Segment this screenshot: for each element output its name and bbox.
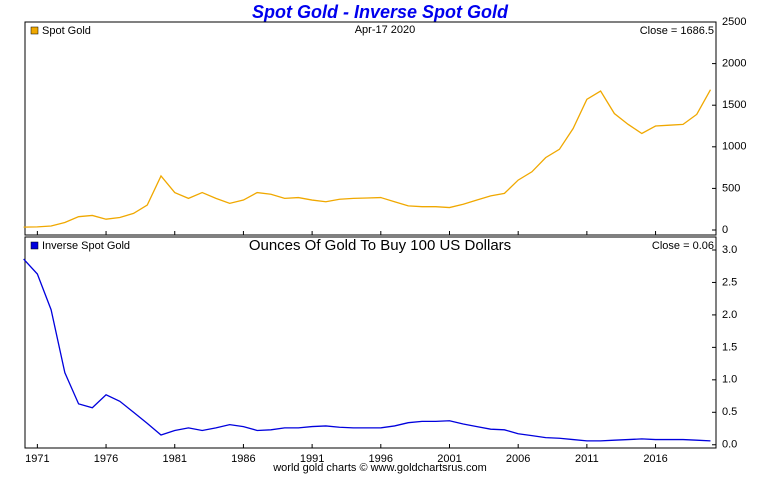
x-tick-label: 1986 xyxy=(231,453,255,465)
legend-swatch xyxy=(30,241,39,250)
series-line xyxy=(23,89,712,228)
legend-label: Spot Gold xyxy=(42,25,91,37)
y-tick-label: 2500 xyxy=(722,16,746,28)
x-tick-label: 2006 xyxy=(506,453,530,465)
x-tick-label: 1976 xyxy=(94,453,118,465)
close-label: Close = 1686.5 xyxy=(640,25,714,37)
x-tick-label: 2016 xyxy=(643,453,667,465)
y-tick-label: 2.5 xyxy=(722,276,737,288)
legend-label: Inverse Spot Gold xyxy=(42,240,130,252)
x-tick-label: 1996 xyxy=(369,453,393,465)
y-tick-label: 500 xyxy=(722,182,740,194)
series-line xyxy=(23,258,711,442)
x-tick-label: 1991 xyxy=(300,453,324,465)
x-tick-label: 1971 xyxy=(25,453,49,465)
legend-swatch xyxy=(30,26,39,35)
y-tick-label: 2.0 xyxy=(722,309,737,321)
y-tick-label: 1500 xyxy=(722,99,746,111)
plot-frame xyxy=(24,21,717,236)
y-tick-label: 0.0 xyxy=(722,439,737,451)
close-label: Close = 0.06 xyxy=(652,240,714,252)
x-tick-label: 2011 xyxy=(575,453,599,465)
y-tick-label: 1.0 xyxy=(722,374,737,386)
y-tick-label: 0.5 xyxy=(722,406,737,418)
footer: world gold charts © www.goldchartsrus.co… xyxy=(272,462,487,474)
y-tick-label: 2000 xyxy=(722,58,746,70)
plot-frame xyxy=(24,236,717,449)
y-tick-label: 1.5 xyxy=(722,341,737,353)
y-tick-label: 3.0 xyxy=(722,244,737,256)
chart-title: Spot Gold - Inverse Spot Gold xyxy=(252,2,509,22)
x-tick-label: 1981 xyxy=(162,453,186,465)
y-tick-label: 0 xyxy=(722,224,728,236)
date-label: Apr-17 2020 xyxy=(355,24,416,36)
x-tick-label: 2001 xyxy=(437,453,461,465)
subtitle: Ounces Of Gold To Buy 100 US Dollars xyxy=(249,237,511,254)
y-tick-label: 1000 xyxy=(722,141,746,153)
